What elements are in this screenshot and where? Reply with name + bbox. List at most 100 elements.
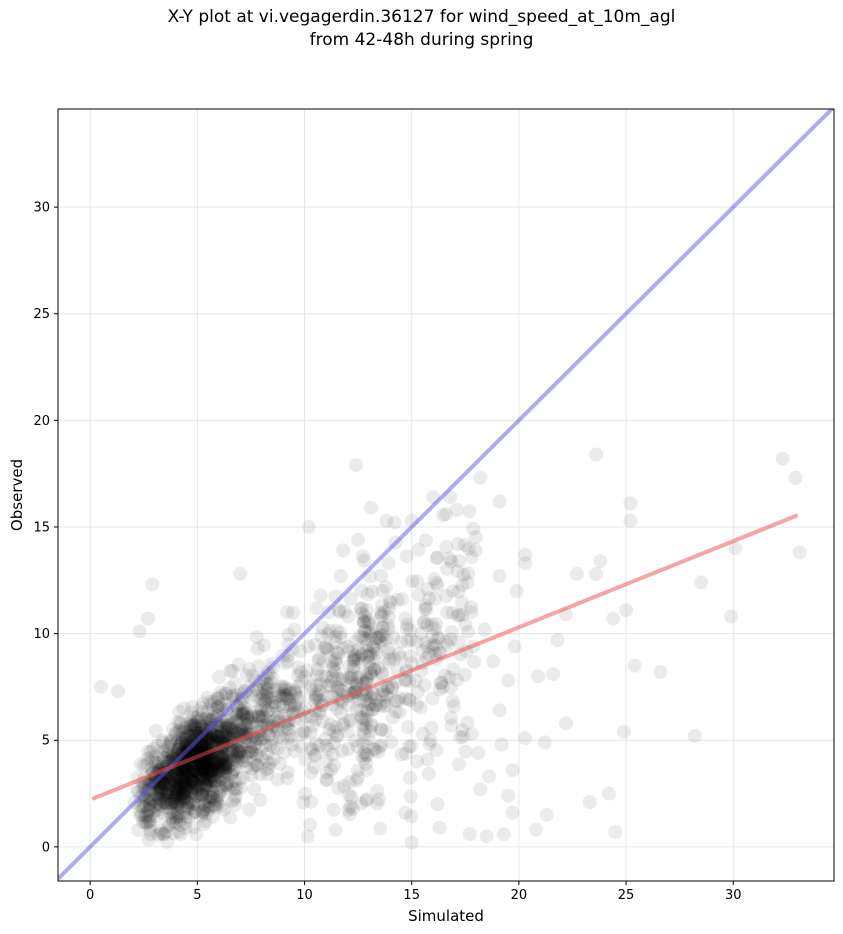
- scatter-point: [160, 739, 175, 754]
- scatter-point: [161, 784, 176, 799]
- scatter-point: [280, 654, 295, 669]
- scatter-point: [400, 720, 415, 735]
- scatter-point: [319, 738, 334, 753]
- scatter-point: [363, 625, 378, 640]
- scatter-point: [172, 739, 187, 754]
- scatter-point: [133, 804, 147, 819]
- scatter-point: [375, 598, 390, 613]
- scatter-point: [220, 725, 235, 740]
- scatter-point: [340, 724, 355, 739]
- scatter-point: [168, 776, 183, 791]
- scatter-point: [235, 755, 249, 770]
- scatter-point: [200, 781, 215, 796]
- scatter-point: [238, 717, 253, 732]
- scatter-point: [156, 735, 170, 750]
- scatter-point: [330, 679, 345, 694]
- scatter-point: [464, 605, 479, 620]
- scatter-point: [172, 778, 187, 793]
- scatter-point: [326, 660, 341, 674]
- scatter-point: [196, 771, 211, 786]
- y-tick-label: 5: [42, 734, 50, 749]
- scatter-point: [366, 741, 381, 756]
- scatter-point: [196, 772, 211, 787]
- scatter-point: [305, 742, 320, 757]
- scatter-point: [304, 679, 319, 694]
- scatter-point: [148, 788, 163, 803]
- scatter-point: [270, 741, 285, 756]
- scatter-point: [214, 697, 229, 712]
- scatter-point: [170, 790, 185, 805]
- scatter-point: [346, 653, 361, 668]
- scatter-point: [377, 694, 392, 709]
- scatter-point: [218, 727, 233, 742]
- scatter-point: [220, 777, 234, 792]
- scatter-point: [195, 760, 210, 775]
- scatter-point: [398, 611, 413, 626]
- scatter-point: [181, 725, 196, 740]
- scatter-point: [309, 691, 324, 706]
- scatter-point: [326, 802, 341, 817]
- scatter-point: [496, 827, 511, 842]
- scatter-point: [172, 795, 187, 810]
- scatter-point: [131, 823, 146, 837]
- scatter-point: [168, 727, 183, 742]
- scatter-point: [143, 814, 158, 829]
- scatter-point: [214, 799, 229, 814]
- scatter-point: [140, 804, 155, 819]
- scatter-point: [261, 713, 276, 728]
- scatter-point: [254, 703, 269, 718]
- scatter-point: [193, 762, 208, 777]
- scatter-point: [184, 786, 199, 800]
- scatter-point: [209, 794, 224, 809]
- scatter-point: [509, 584, 524, 598]
- scatter-point: [156, 806, 170, 821]
- scatter-point: [229, 781, 244, 796]
- scatter-point: [215, 750, 230, 765]
- scatter-point: [203, 732, 218, 747]
- scatter-point: [242, 802, 257, 817]
- scatter-point: [177, 782, 192, 797]
- scatter-point: [201, 772, 215, 787]
- scatter-point: [184, 772, 199, 787]
- scatter-point: [152, 797, 167, 812]
- scatter-point: [188, 720, 203, 735]
- scatter-point: [161, 783, 176, 797]
- scatter-point: [382, 652, 397, 667]
- scatter-point: [208, 773, 223, 788]
- scatter-point: [194, 755, 209, 770]
- scatter-point: [276, 687, 291, 701]
- scatter-point: [198, 757, 213, 772]
- scatter-point: [164, 782, 179, 797]
- scatter-point: [185, 699, 200, 714]
- scatter-point: [184, 788, 199, 803]
- scatter-point: [174, 799, 189, 814]
- scatter-point: [336, 543, 351, 558]
- scatter-point: [537, 735, 552, 750]
- scatter-point: [194, 711, 209, 726]
- scatter-point: [350, 670, 365, 685]
- scatter-point: [389, 704, 403, 719]
- scatter-point: [169, 770, 184, 785]
- scatter-point: [330, 728, 345, 743]
- scatter-point: [473, 782, 488, 797]
- y-axis-ticks: 0 5 10 15 20 25 30: [33, 201, 58, 855]
- scatter-point: [218, 765, 233, 780]
- scatter-point: [218, 758, 233, 773]
- scatter-point: [169, 784, 184, 799]
- chart-title-line-2: from 42-48h during spring: [309, 30, 534, 50]
- scatter-point: [194, 808, 209, 823]
- scatter-point: [328, 664, 343, 679]
- scatter-point: [208, 728, 223, 743]
- scatter-point: [422, 647, 437, 662]
- scatter-point: [209, 789, 224, 804]
- scatter-point: [462, 827, 477, 842]
- scatter-point: [188, 804, 202, 819]
- scatter-point: [350, 763, 365, 778]
- scatter-point: [173, 818, 188, 832]
- scatter-point: [276, 700, 291, 715]
- scatter-point: [197, 771, 212, 786]
- scatter-point: [215, 751, 230, 766]
- scatter-point: [198, 799, 213, 814]
- scatter-point: [442, 551, 457, 566]
- scatter-point: [593, 554, 608, 569]
